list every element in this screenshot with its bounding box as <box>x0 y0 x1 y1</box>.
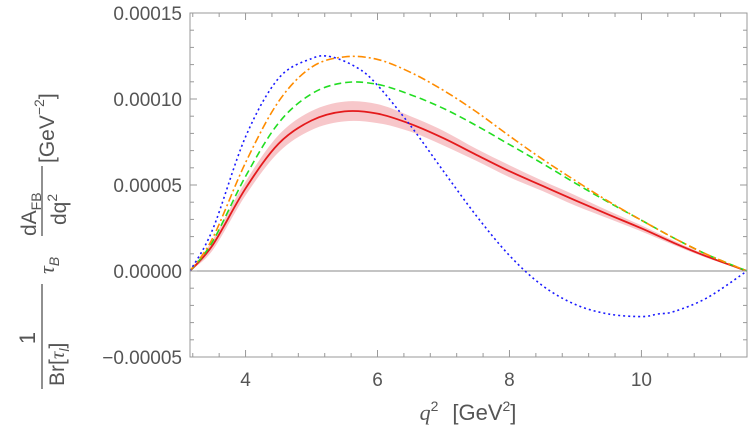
y-tick-label: −0.00005 <box>102 348 182 369</box>
x-tick-label: 8 <box>504 370 515 391</box>
ticks-layer: 4 6 8 10 −0.00005 0.00000 0.00005 0.00010 0.0001… <box>102 4 748 391</box>
series-layer <box>190 54 747 318</box>
y-title-numerator: dAFB <box>18 192 44 236</box>
y-title-taub-sub: B <box>46 257 62 266</box>
y-title-taub-symbol: τ <box>34 265 59 274</box>
y-title-unit: [GeV−2] <box>31 93 59 163</box>
y-title-one: 1 <box>15 332 40 344</box>
x-axis-unit-sup: 2 <box>503 398 511 414</box>
y-title-br-close: ] <box>46 343 69 349</box>
y-title-denom-sup: 2 <box>44 194 60 202</box>
y-tick-label: 0.00010 <box>113 90 182 111</box>
x-tick-label: 4 <box>240 370 251 391</box>
plot-border <box>189 12 748 358</box>
y-title-denom-text: dq <box>48 202 71 225</box>
x-axis-var: q <box>420 400 431 425</box>
y-tick-label: 0.00015 <box>113 4 182 25</box>
y-title-br: Br[τl] <box>45 343 72 386</box>
y-title-tau: τ <box>45 350 69 359</box>
y-axis-title: 1 Br[τl] τB dAFB dq2 [GeV−2] <box>15 93 72 389</box>
y-title-unit-sup: −2 <box>31 99 47 115</box>
y-title-tau-sub: l <box>56 348 72 352</box>
plot-frame <box>189 12 748 358</box>
series-red-solid <box>190 110 747 272</box>
x-axis-unit-close: ] <box>510 400 516 425</box>
y-title-numer-sub: FB <box>28 192 44 210</box>
x-axis-title: q2 [GeV2] <box>420 398 517 425</box>
series-blue-dotted <box>190 54 747 318</box>
y-title-numer-text: dA <box>18 210 41 236</box>
y-title-denominator: dq2 <box>44 194 71 225</box>
x-axis-var-sup: 2 <box>431 398 439 414</box>
y-title-br-text: Br[ <box>46 359 69 386</box>
y-title-unit-close: ] <box>36 93 59 99</box>
y-title-taub: τB <box>34 257 62 274</box>
series-band <box>190 101 747 271</box>
x-tick-label: 6 <box>372 370 383 391</box>
x-axis-unit-open: [GeV <box>452 400 502 425</box>
x-tick-label: 10 <box>631 370 652 391</box>
y-tick-label: 0.00000 <box>113 262 182 283</box>
y-title-unit-open: [GeV <box>36 115 59 163</box>
y-tick-label: 0.00005 <box>113 176 182 197</box>
